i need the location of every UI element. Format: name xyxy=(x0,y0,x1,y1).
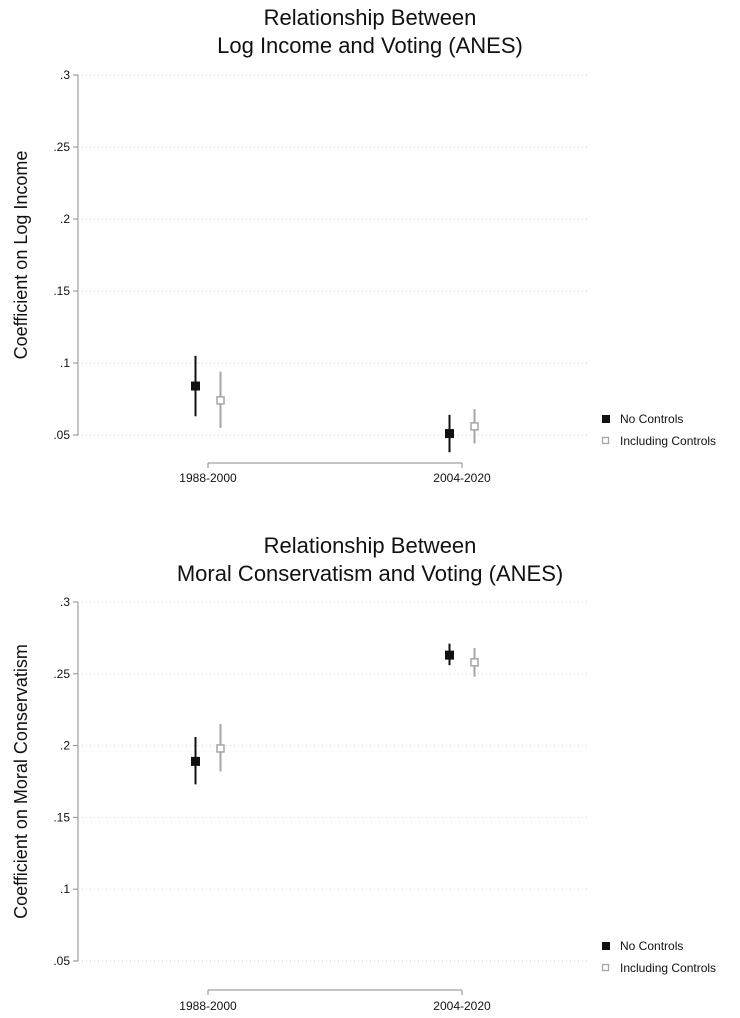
chart-2-point-including-controls xyxy=(216,744,225,753)
chart-2-y-tick-label: .25 xyxy=(53,667,70,681)
chart-1-legend-marker-including-controls xyxy=(601,436,610,445)
chart-1-x-tick-label: 1988-2000 xyxy=(179,471,237,485)
chart-1-y-tick-label: .1 xyxy=(60,356,70,370)
chart-2-y-tick-label: .1 xyxy=(60,882,70,896)
chart-1-y-tick-label: .3 xyxy=(60,68,70,82)
chart-2-point-no-controls xyxy=(191,756,200,766)
chart-1-point-no-controls xyxy=(445,429,454,439)
chart-1-legend-label-including-controls: Including Controls xyxy=(620,434,716,448)
chart-2-legend-label-no-controls: No Controls xyxy=(620,939,683,953)
chart-1-point-including-controls xyxy=(216,396,225,405)
chart-1-point-no-controls xyxy=(191,381,200,391)
chart-2-x-tick-label: 2004-2020 xyxy=(433,999,491,1013)
chart-2-y-tick-label: .2 xyxy=(60,739,70,753)
chart-2-title-line-2: Moral Conservatism and Voting (ANES) xyxy=(177,561,563,586)
chart-1-legend-marker-no-controls xyxy=(602,415,610,423)
chart-1-y-tick-label: .25 xyxy=(53,140,70,154)
chart-2-y-tick-label: .3 xyxy=(60,595,70,609)
chart-1-y-axis-label: Coefficient on Log Income xyxy=(11,151,31,360)
chart-1-y-tick-label: .15 xyxy=(53,284,70,298)
chart-2-y-axis-label: Coefficient on Moral Conservatism xyxy=(11,644,31,919)
chart-1-title-line-2: Log Income and Voting (ANES) xyxy=(217,33,523,58)
chart-1-y-tick-label: .2 xyxy=(60,212,70,226)
chart-2-point-no-controls xyxy=(445,650,454,660)
chart-2-y-tick-label: .15 xyxy=(53,810,70,824)
chart-2-point-including-controls xyxy=(470,658,479,667)
chart-1-title-line-1: Relationship Between xyxy=(264,5,477,30)
chart-2-y-tick-label: .05 xyxy=(53,954,70,968)
chart-1-x-tick-label: 2004-2020 xyxy=(433,471,491,485)
chart-1-y-tick-label: .05 xyxy=(53,428,70,442)
chart-1-legend-label-no-controls: No Controls xyxy=(620,412,683,426)
chart-1-point-including-controls xyxy=(470,422,479,431)
chart-2-legend-marker-no-controls xyxy=(602,942,610,950)
chart-2-legend-label-including-controls: Including Controls xyxy=(620,961,716,975)
chart-2-title-line-1: Relationship Between xyxy=(264,533,477,558)
chart-2-legend-marker-including-controls xyxy=(601,963,610,972)
chart-2-x-tick-label: 1988-2000 xyxy=(179,999,237,1013)
